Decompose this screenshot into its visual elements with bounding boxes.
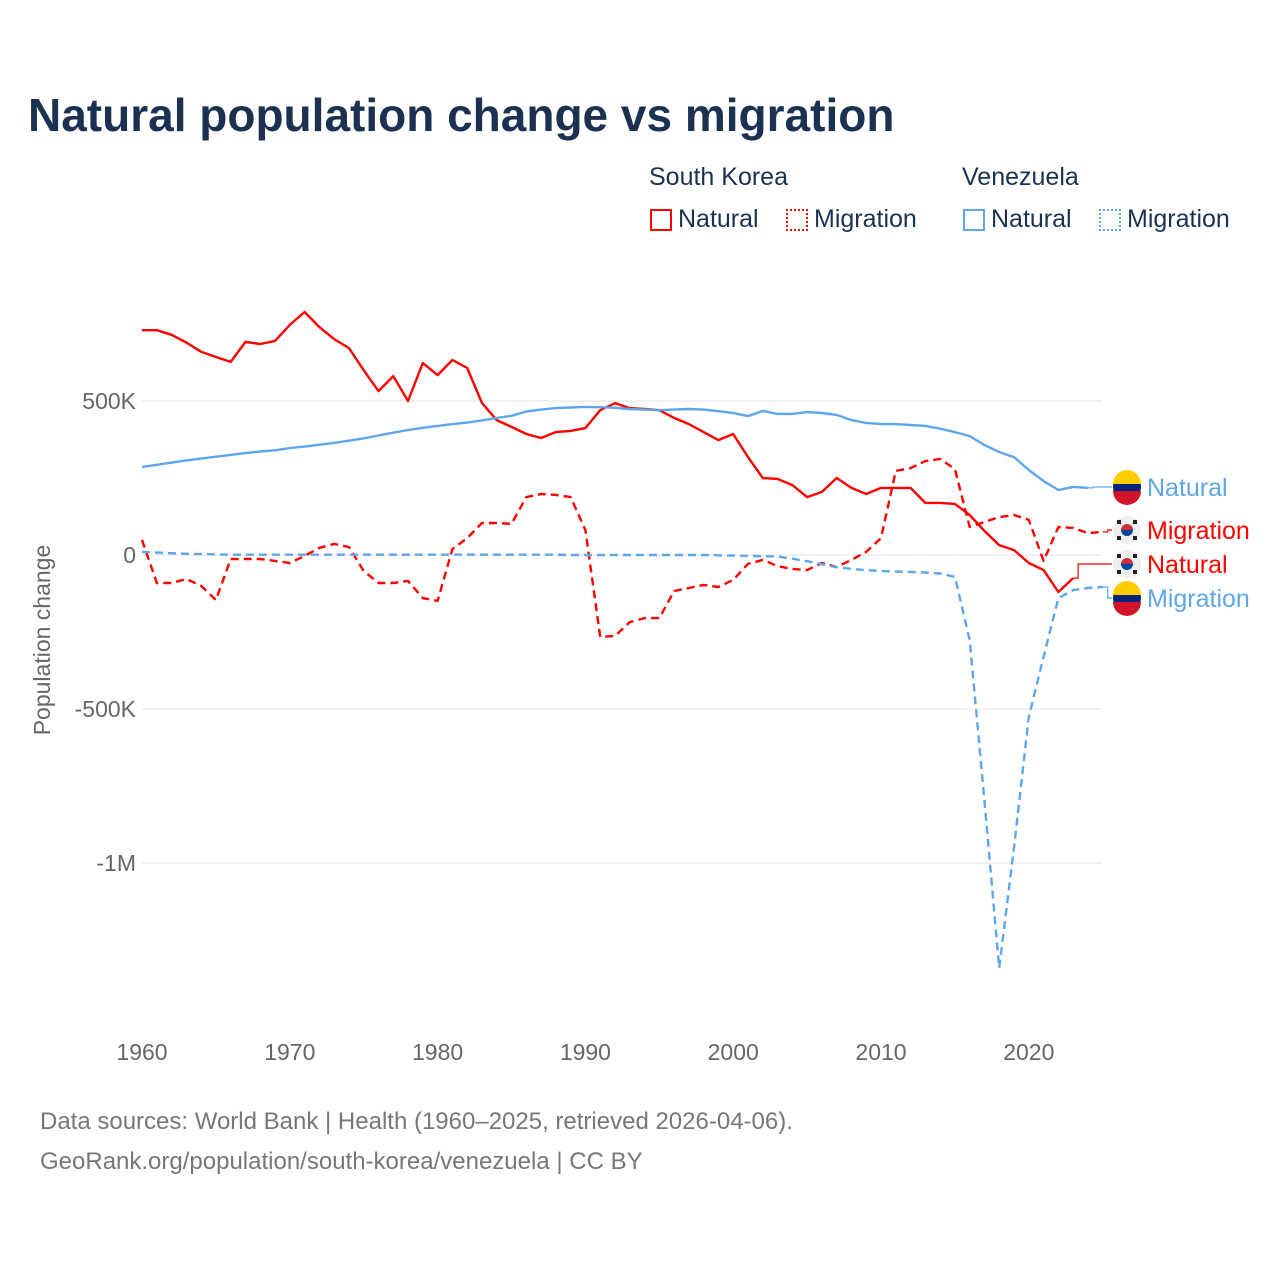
legend-label: Natural [678,205,759,233]
flag-taeguk-red [1121,558,1133,564]
y-tick-label: 0 [123,542,136,568]
footer-sources: Data sources: World Bank | Health (1960–… [40,1108,793,1135]
flag-trigram [1117,536,1121,540]
x-tick-label: 2020 [1003,1039,1054,1065]
series-line-south-korea-migration [140,457,1103,639]
y-axis-label: Population change [29,545,55,736]
legend-group-venezuela: Venezuela [962,163,1079,191]
x-tick-label: 2000 [708,1039,759,1065]
venezuela-flag-icon [1113,581,1141,616]
flag-trigram [1117,570,1121,574]
flag-taeguk-blue [1121,564,1133,570]
flag-trigram [1133,570,1137,574]
series-line-south-korea-natural [142,310,1074,594]
flag-taeguk-blue [1121,530,1133,536]
legend-item-sk-migration[interactable]: Migration [786,205,917,234]
legend-swatch-solid [963,208,985,231]
flag-trigram [1133,520,1137,524]
flag-trigram [1133,554,1137,558]
end-label: Natural [1147,474,1228,502]
end-label: Migration [1147,517,1250,545]
flag-trigram [1117,554,1121,558]
legend-swatch-solid [650,208,672,231]
flag-red [1113,602,1141,616]
x-tick-label: 1970 [264,1039,315,1065]
series-line-venezuela-migration [141,550,1103,970]
y-tick-label: 500K [82,388,136,414]
flag-trigram [1117,520,1121,524]
end-label-connector [1102,529,1112,533]
x-tick-label: 1990 [560,1039,611,1065]
legend-swatch-dotted [786,208,808,231]
series-line-venezuela-natural [141,405,1088,492]
end-label: Natural [1147,551,1228,579]
south-korea-flag-icon [1113,550,1141,578]
legend-group-south-korea: South Korea [649,163,788,191]
y-tick-label: -1M [96,850,136,876]
flag-yellow [1113,581,1141,595]
flag-taeguk-red [1121,524,1133,530]
legend-item-ve-migration[interactable]: Migration [1099,205,1230,234]
legend-label: Natural [991,205,1072,233]
end-label-connector [1102,586,1112,599]
legend-item-sk-natural[interactable]: Natural [650,205,759,234]
flag-yellow [1113,470,1141,484]
venezuela-flag-icon [1113,470,1141,505]
flag-red [1113,491,1141,505]
y-tick-label: -500K [75,696,137,722]
south-korea-flag-icon [1113,516,1141,544]
x-tick-label: 2010 [855,1039,906,1065]
x-tick-label: 1960 [116,1039,167,1065]
flag-trigram [1133,536,1137,540]
legend-label: Migration [1127,205,1230,233]
end-label-connector [1073,563,1112,579]
x-tick-label: 1980 [412,1039,463,1065]
legend-swatch-dotted [1099,208,1121,231]
end-label-connector [1087,486,1112,489]
end-label: Migration [1147,585,1250,613]
legend-label: Migration [814,205,917,233]
legend-item-ve-natural[interactable]: Natural [963,205,1072,234]
footer-link[interactable]: GeoRank.org/population/south-korea/venez… [40,1148,643,1175]
chart-title: Natural population change vs migration [28,89,895,141]
